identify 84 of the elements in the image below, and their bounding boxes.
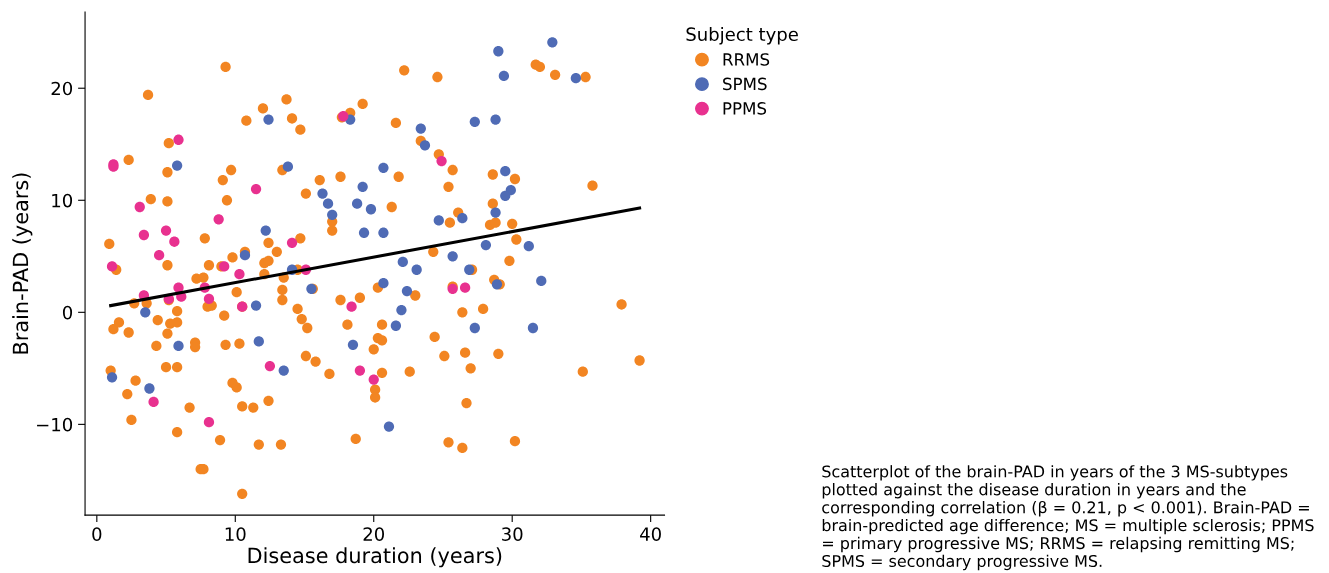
- point: [203, 293, 215, 305]
- point: [264, 360, 276, 372]
- point: [378, 162, 389, 173]
- point: [140, 307, 151, 318]
- point: [263, 114, 274, 125]
- point: [570, 72, 582, 84]
- point: [134, 201, 145, 213]
- legend-label: PPMS: [723, 102, 767, 115]
- point: [278, 365, 289, 376]
- point: [250, 300, 262, 311]
- point: [401, 285, 413, 297]
- y-axis-title: Brain-PAD (years): [12, 173, 33, 354]
- point: [378, 227, 389, 238]
- y-tick-label: 20: [51, 81, 73, 96]
- point: [490, 114, 501, 125]
- point: [500, 165, 511, 177]
- x-axis-title: Disease duration (years): [248, 547, 502, 568]
- point: [250, 183, 262, 195]
- point: [153, 250, 165, 261]
- point: [527, 322, 539, 334]
- point: [419, 140, 431, 151]
- y-tick-label: 10: [52, 193, 73, 208]
- legend-title: Subject type: [686, 27, 798, 45]
- point: [415, 123, 426, 134]
- point: [523, 241, 534, 252]
- point: [253, 336, 264, 347]
- point: [396, 304, 407, 316]
- point: [282, 161, 294, 172]
- legend-label: SPMS: [723, 77, 767, 91]
- point: [173, 340, 184, 352]
- point: [411, 264, 422, 275]
- x-tick-label: 0: [92, 527, 102, 541]
- y-tick-label: −10: [37, 417, 73, 432]
- x-tick-label: 30: [502, 527, 523, 541]
- point: [500, 190, 511, 201]
- point: [106, 372, 118, 383]
- point: [436, 155, 447, 167]
- point: [358, 227, 370, 238]
- x-tick-label: 40: [640, 527, 661, 541]
- point: [357, 181, 368, 192]
- point: [171, 160, 183, 171]
- point: [138, 229, 150, 241]
- point: [169, 236, 180, 247]
- point: [457, 213, 468, 224]
- point: [351, 198, 363, 209]
- point: [286, 237, 298, 248]
- point: [480, 239, 492, 251]
- point: [469, 322, 480, 334]
- point: [317, 188, 328, 199]
- point: [390, 320, 402, 331]
- point: [469, 116, 480, 127]
- point: [322, 198, 334, 209]
- point: [354, 365, 366, 376]
- text: Scatterplot of the brain-PAD in years of the 3 MS-subtypes plotted against the disease duration in years and the corresponding correlation (β = 0.21, p < 0.001). Brain-PAD = brain-predicted age difference; MS = multiple sclerosis; PPMS = primary progressive MS; RRMS = relapsing remitting MS; SPMS = secondary progressive MS.: [822, 465, 1314, 571]
- point: [144, 383, 155, 394]
- point: [383, 421, 395, 432]
- legend-label: RRMS: [723, 53, 770, 66]
- point: [203, 416, 215, 428]
- point: [234, 269, 245, 280]
- point: [536, 275, 547, 287]
- point: [493, 46, 504, 57]
- point: [498, 70, 510, 82]
- point: [346, 301, 357, 312]
- x-tick-label: 20: [363, 527, 385, 541]
- y-tick-label: 0: [62, 305, 73, 320]
- point: [173, 134, 184, 145]
- point: [547, 37, 558, 48]
- point: [490, 207, 501, 218]
- point: [365, 204, 377, 215]
- point: [160, 225, 172, 236]
- point: [397, 256, 408, 268]
- point: [459, 282, 471, 293]
- point: [106, 261, 118, 272]
- point: [447, 251, 458, 262]
- point: [260, 225, 271, 236]
- point: [433, 215, 444, 226]
- point: [347, 339, 359, 350]
- point: [213, 214, 224, 225]
- point: [368, 374, 379, 385]
- point: [239, 250, 251, 261]
- point: [148, 396, 159, 408]
- point: [378, 278, 389, 289]
- point: [327, 209, 338, 220]
- x-tick-label: 10: [225, 527, 246, 541]
